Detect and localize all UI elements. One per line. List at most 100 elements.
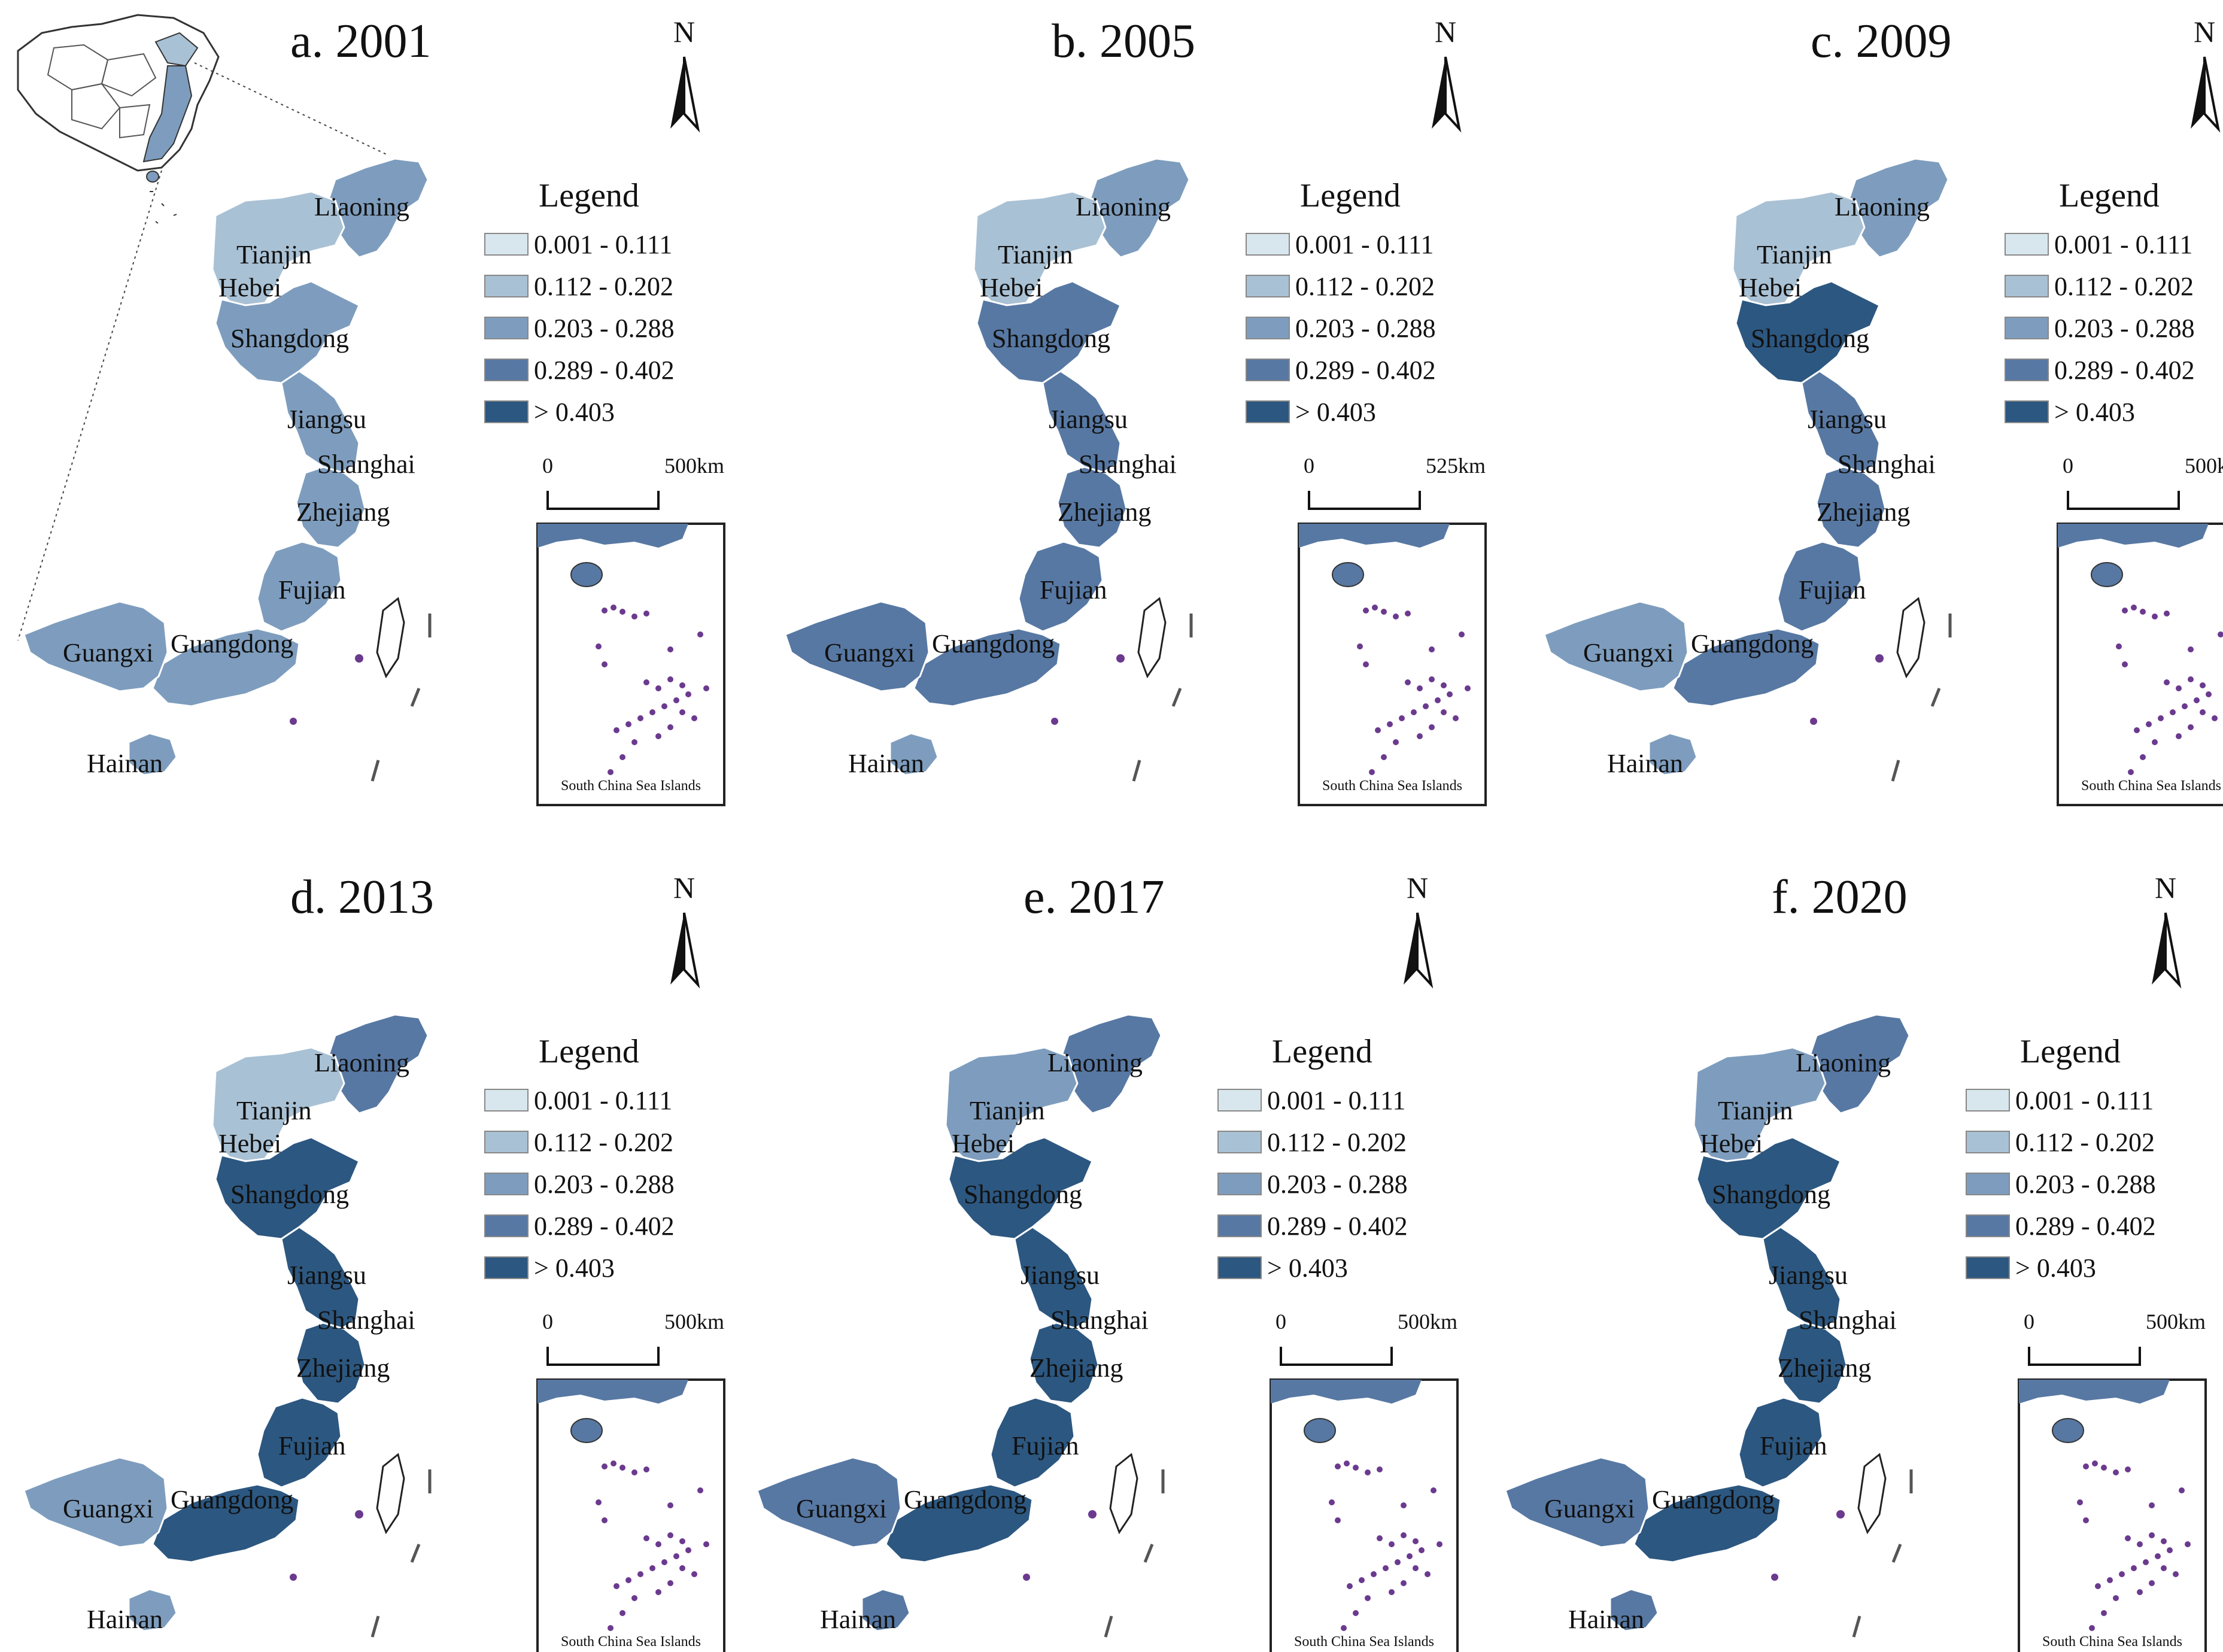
panel-title: c. 2009 bbox=[1811, 15, 1952, 68]
province-jiangsu bbox=[1013, 1226, 1094, 1330]
north-arrow-label: N bbox=[1435, 15, 1456, 48]
inset-island-dot bbox=[1399, 715, 1405, 721]
legend-item-label: 0.289 - 0.402 bbox=[2015, 1211, 2156, 1241]
province-label-shandong: Shangdong bbox=[230, 1180, 349, 1209]
inset-island-dot bbox=[673, 697, 679, 703]
inset-island-dot bbox=[2083, 1517, 2089, 1523]
scale-bar-label: 500km bbox=[2185, 454, 2223, 478]
province-shandong bbox=[976, 280, 1122, 384]
inset-island-dot bbox=[697, 1487, 703, 1493]
inset-island-dot bbox=[1401, 1532, 1407, 1538]
island-mark bbox=[1891, 760, 1900, 782]
inset-island-dot bbox=[1437, 1541, 1442, 1547]
inset-hainan bbox=[2052, 1418, 2084, 1443]
inset-island-dot bbox=[2200, 709, 2206, 715]
province-hainan bbox=[127, 1588, 178, 1632]
province-label-zhejiang: Zhejiang bbox=[296, 1353, 390, 1383]
province-label-tianjin: Tianjin bbox=[1757, 240, 1832, 269]
inset-island-dot bbox=[679, 682, 685, 688]
province-label-guangdong: Guangdong bbox=[1691, 629, 1814, 658]
province-label-guangxi: Guangxi bbox=[1583, 638, 1674, 667]
panel-title: d. 2013 bbox=[290, 871, 434, 924]
overview-connector-top bbox=[194, 62, 390, 156]
inset-island-dot bbox=[619, 1610, 625, 1616]
inset-island-dot bbox=[655, 1589, 661, 1595]
inset-island-dot bbox=[691, 715, 697, 721]
inset-island-dot bbox=[1387, 721, 1393, 727]
province-label-guangxi: Guangxi bbox=[1544, 1494, 1635, 1523]
province-fujian bbox=[1776, 540, 1863, 633]
inset-island-dot bbox=[1381, 609, 1387, 615]
inset-island-dot bbox=[614, 1583, 619, 1589]
province-fujian bbox=[256, 540, 342, 633]
province-label-jiangsu: Jiangsu bbox=[287, 1261, 366, 1290]
province-label-fujian: Fujian bbox=[1012, 1431, 1079, 1460]
north-arrow-left-half bbox=[670, 57, 684, 129]
legend-item-label: 0.203 - 0.288 bbox=[2054, 314, 2195, 343]
island-mark bbox=[1891, 1544, 1902, 1563]
inset-island-dot bbox=[611, 1460, 617, 1466]
inset-island-dot bbox=[1363, 661, 1369, 667]
scale-bar: 0 500km bbox=[2024, 1310, 2206, 1366]
inset-island-dot bbox=[655, 1541, 661, 1547]
inset-island-dot bbox=[2212, 715, 2218, 721]
inset-island-dot bbox=[2182, 703, 2188, 709]
inset-island-dot bbox=[1413, 1565, 1419, 1571]
inset-island-dot bbox=[1405, 611, 1411, 617]
inset-island-dot bbox=[602, 1517, 608, 1523]
legend-item-label: 0.289 - 0.402 bbox=[1295, 356, 1436, 385]
scale-bar-label: 525km bbox=[1426, 454, 1486, 478]
inset-island-dot bbox=[1395, 1559, 1401, 1565]
province-zhejiang bbox=[1815, 466, 1887, 549]
inset-island-dot bbox=[667, 676, 673, 682]
province-map bbox=[23, 1013, 429, 1632]
inset-island-dot bbox=[643, 1535, 649, 1541]
taiwan-outline bbox=[376, 1453, 405, 1535]
inset-island-dot bbox=[2149, 1502, 2155, 1508]
province-label-hainan: Hainan bbox=[1568, 1605, 1644, 1634]
province-label-liaoning: Liaoning bbox=[1047, 1048, 1143, 1077]
inset-hainan bbox=[2091, 562, 2123, 587]
inset-island-dot bbox=[2125, 1466, 2131, 1472]
inset-island-dot bbox=[1365, 1595, 1371, 1601]
inset-island-dot bbox=[631, 1469, 637, 1475]
province-label-jiangsu: Jiangsu bbox=[287, 405, 366, 434]
legend-swatch bbox=[484, 400, 529, 423]
province-label-guangdong: Guangdong bbox=[1652, 1485, 1775, 1514]
island-mark bbox=[1171, 688, 1182, 707]
inset-island-dot bbox=[703, 685, 709, 691]
panel-title: f. 2020 bbox=[1772, 871, 1908, 924]
inset-island-dot bbox=[596, 1499, 602, 1505]
inset-island-dot bbox=[602, 608, 608, 614]
legend-swatch bbox=[1246, 359, 1290, 381]
inset-island-dot bbox=[1341, 1625, 1347, 1631]
legend-item-label: 0.203 - 0.288 bbox=[534, 314, 675, 343]
province-label-shandong: Shangdong bbox=[964, 1180, 1082, 1209]
inset-island-dot bbox=[2206, 691, 2212, 697]
legend-swatch bbox=[484, 359, 529, 381]
province-label-hebei: Hebei bbox=[1739, 273, 1802, 302]
province-label-liaoning: Liaoning bbox=[1796, 1048, 1891, 1077]
inset-island-dot bbox=[611, 605, 617, 611]
inset-island-dot bbox=[643, 679, 649, 685]
province-label-fujian: Fujian bbox=[278, 575, 345, 605]
inset-island-dot bbox=[2128, 769, 2134, 775]
inset-island-dot bbox=[661, 703, 667, 709]
scale-bar-line bbox=[1308, 491, 1421, 510]
taiwan-outline bbox=[1109, 1453, 1138, 1535]
inset-caption: South China Sea Islands bbox=[561, 778, 701, 794]
island-dot bbox=[355, 1510, 363, 1519]
inset-island-dot bbox=[2218, 631, 2223, 637]
province-label-fujian: Fujian bbox=[278, 1431, 345, 1460]
legend-item-label: 0.001 - 0.111 bbox=[534, 1086, 672, 1115]
south-china-sea-inset: South China Sea Islands bbox=[2018, 1378, 2207, 1652]
inset-island-dot bbox=[1419, 1547, 1425, 1553]
scale-bar-line bbox=[546, 1347, 660, 1366]
inset-hainan bbox=[1304, 1418, 1336, 1443]
legend-item-label: 0.112 - 0.202 bbox=[2054, 272, 2194, 301]
legend-swatch bbox=[1246, 275, 1290, 297]
inset-hainan bbox=[570, 1418, 603, 1443]
legend-title: Legend bbox=[1272, 1033, 1372, 1070]
